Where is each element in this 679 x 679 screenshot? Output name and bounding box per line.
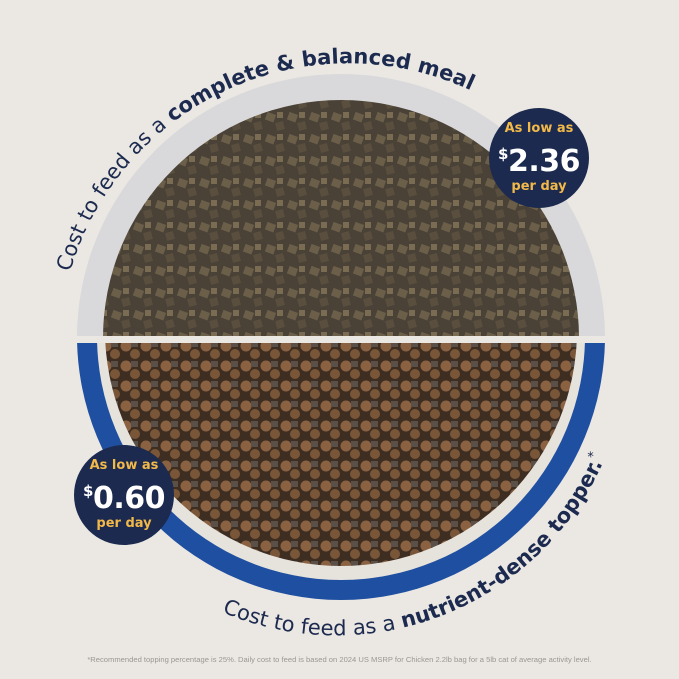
- price-amount: 0.60: [92, 481, 166, 516]
- price-badge-topper: As low as $0.60 per day: [74, 445, 174, 545]
- badge-label: As low as: [89, 458, 159, 473]
- bottom-caption-regular: Cost to feed as a: [220, 594, 404, 640]
- currency-symbol: $: [83, 482, 93, 500]
- badge-unit: per day: [96, 516, 152, 531]
- badge-unit: per day: [511, 179, 567, 194]
- badge-label: As low as: [504, 121, 574, 136]
- price-badge-meal: As low as $2.36 per day: [489, 108, 589, 208]
- bottom-bowl: [77, 343, 605, 600]
- badge-price: $2.36: [498, 137, 580, 179]
- footnote: *Recommended topping percentage is 25%. …: [87, 655, 592, 664]
- currency-symbol: $: [498, 145, 508, 163]
- badge-price: $0.60: [83, 474, 165, 516]
- price-amount: 2.36: [507, 144, 581, 179]
- top-bowl: [77, 74, 605, 336]
